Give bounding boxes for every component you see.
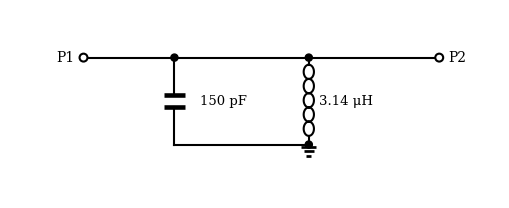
Circle shape [79, 54, 88, 62]
Circle shape [305, 141, 312, 148]
Text: P2: P2 [447, 51, 465, 65]
Circle shape [171, 54, 178, 61]
Circle shape [305, 54, 312, 61]
Circle shape [435, 54, 442, 62]
Text: 150 pF: 150 pF [200, 95, 246, 108]
Text: 3.14 μH: 3.14 μH [318, 95, 372, 108]
Text: P1: P1 [56, 51, 75, 65]
